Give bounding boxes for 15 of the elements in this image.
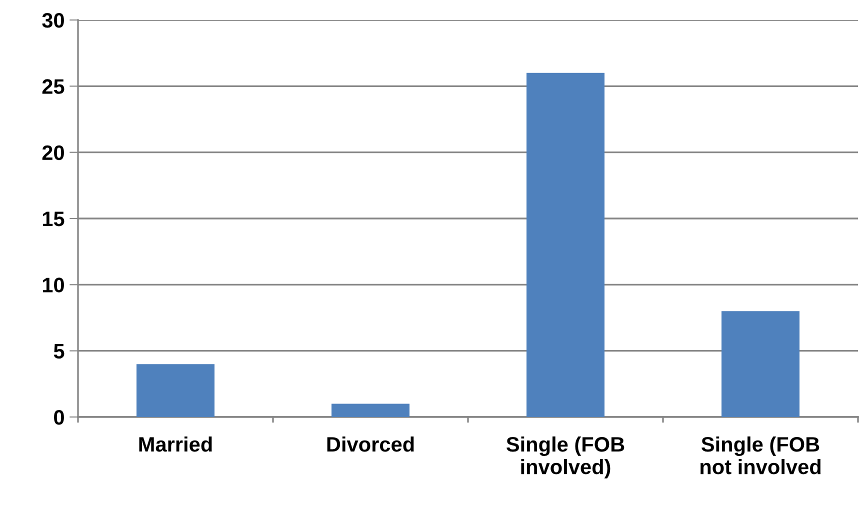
- y-tick-label: 0: [54, 410, 64, 425]
- bar: [526, 72, 604, 417]
- x-tick-label: Single (FOB involved): [506, 436, 624, 478]
- y-tick-label: 25: [42, 79, 64, 94]
- bar: [722, 311, 800, 417]
- x-tick-label: Married: [139, 436, 212, 452]
- y-tick-label: 30: [42, 13, 64, 28]
- x-tick-label: Single (FOB not involved: [700, 436, 820, 474]
- y-tick-label: 5: [54, 344, 64, 359]
- y-tick-label: 10: [42, 278, 64, 292]
- y-tick-label: 15: [42, 212, 64, 226]
- bar: [136, 364, 214, 417]
- x-tick-label: Divorced: [327, 436, 414, 452]
- y-tick-label: 20: [42, 145, 64, 160]
- bar: [332, 404, 410, 417]
